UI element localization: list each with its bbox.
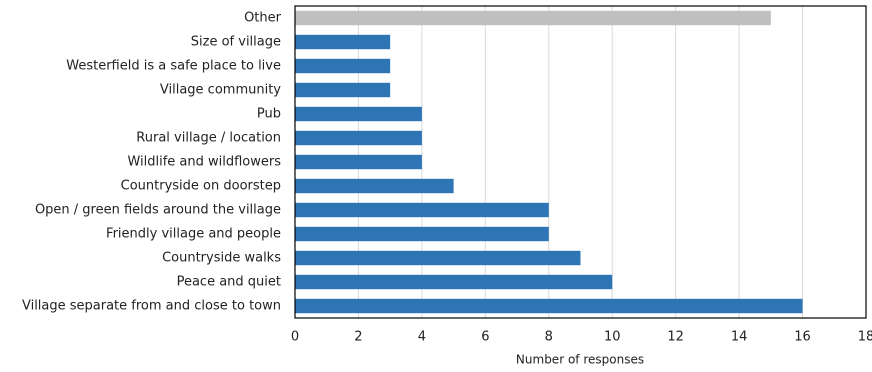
- y-tick-label: Friendly village and people: [106, 227, 281, 242]
- bar: [295, 226, 549, 242]
- y-tick-label: Pub: [257, 107, 281, 122]
- x-tick-label: 18: [858, 330, 872, 345]
- x-tick-label: 0: [291, 330, 299, 345]
- bar: [295, 154, 422, 170]
- y-tick-label: Other: [244, 11, 282, 26]
- bar: [295, 202, 549, 218]
- y-tick-label: Countryside walks: [162, 251, 281, 266]
- x-tick-label: 12: [667, 330, 684, 345]
- x-tick-label: 14: [731, 330, 748, 345]
- x-tick-label: 2: [354, 330, 362, 345]
- bar: [295, 298, 803, 314]
- y-tick-label: Village community: [160, 83, 281, 98]
- x-tick-label: 6: [481, 330, 489, 345]
- bar: [295, 130, 422, 146]
- x-tick-label: 4: [418, 330, 426, 345]
- bar: [295, 250, 581, 266]
- bar: [295, 58, 391, 74]
- y-tick-label: Westerfield is a safe place to live: [66, 59, 281, 74]
- y-tick-label: Rural village / location: [136, 131, 281, 146]
- x-tick-label: 8: [545, 330, 553, 345]
- y-tick-label: Wildlife and wildflowers: [127, 155, 281, 170]
- bar: [295, 34, 391, 50]
- y-tick-label: Size of village: [191, 35, 281, 50]
- y-tick-label: Countryside on doorstep: [121, 179, 281, 194]
- bar: [295, 178, 454, 194]
- y-tick-label: Open / green fields around the village: [35, 203, 281, 218]
- x-tick-label: 16: [794, 330, 811, 345]
- y-tick-label: Village separate from and close to town: [22, 299, 281, 314]
- bar: [295, 10, 771, 26]
- plot-border: [294, 5, 867, 319]
- x-axis-label: Number of responses: [516, 353, 644, 367]
- y-tick-label: Peace and quiet: [177, 275, 281, 290]
- bar: [295, 274, 613, 290]
- x-tick-label: 10: [604, 330, 621, 345]
- bar: [295, 82, 391, 98]
- bar: [295, 106, 422, 122]
